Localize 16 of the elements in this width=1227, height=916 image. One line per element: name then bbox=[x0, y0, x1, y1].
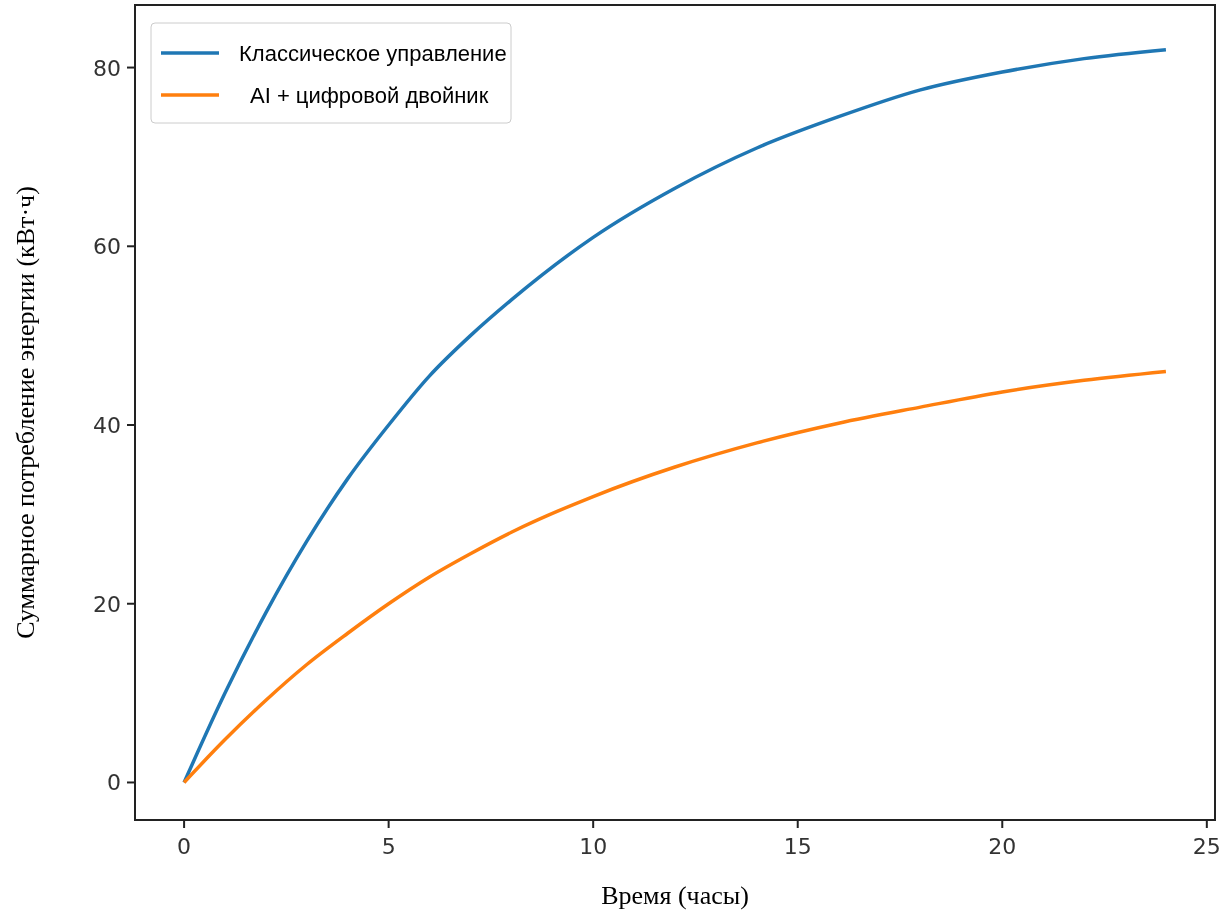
legend-label: Классическое управление bbox=[239, 41, 507, 66]
y-tick-label: 20 bbox=[93, 591, 121, 617]
y-tick-label: 0 bbox=[107, 770, 121, 796]
x-tick-label: 15 bbox=[783, 834, 812, 859]
y-tick-label: 60 bbox=[93, 234, 121, 260]
y-tick-label: 40 bbox=[93, 413, 121, 439]
x-tick-label: 10 bbox=[579, 834, 608, 859]
x-tick-label: 0 bbox=[177, 834, 192, 859]
y-axis-title: Суммарное потребление энергии (кВт·ч) bbox=[11, 186, 40, 639]
line-series bbox=[182, 369, 1168, 785]
x-tick-label: 5 bbox=[381, 834, 396, 859]
legend-label: AI + цифровой двойник bbox=[239, 83, 489, 108]
y-tick-label: 80 bbox=[93, 55, 121, 81]
x-tick-label: 20 bbox=[988, 834, 1017, 859]
x-tick-label: 25 bbox=[1192, 834, 1221, 859]
x-axis-title: Время (часы) bbox=[601, 881, 749, 910]
